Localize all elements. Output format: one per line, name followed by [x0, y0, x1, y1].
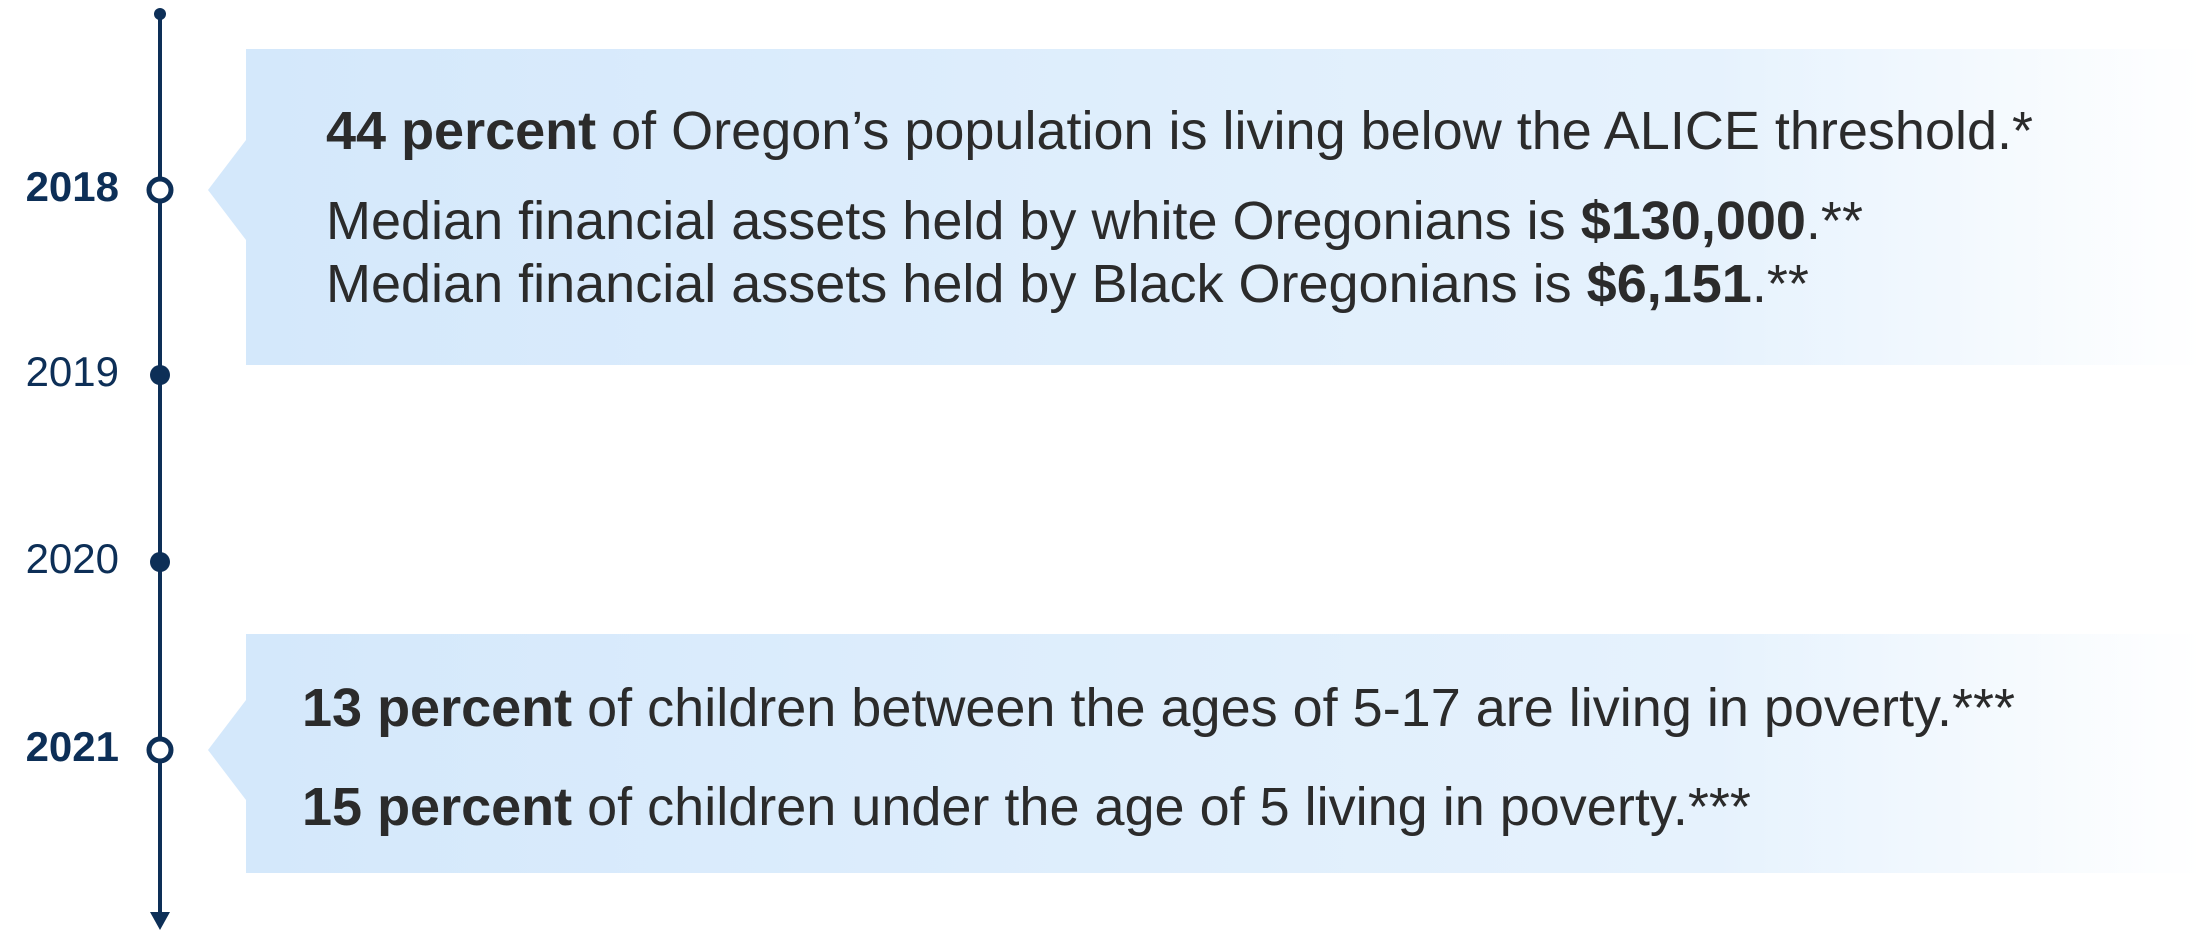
year-marker [146, 176, 174, 204]
text: of children under the age of 5 living in… [572, 777, 1751, 837]
callout-pointer [208, 700, 246, 800]
year-marker [146, 736, 174, 764]
bold-text: 15 percent [302, 777, 572, 837]
callout-line: Median financial assets held by white Or… [326, 191, 1863, 251]
callout-box [246, 49, 2203, 365]
axis-arrow [150, 912, 170, 930]
year-label: 2019 [26, 348, 119, 395]
year-label: 2020 [26, 535, 119, 582]
text: of Oregon’s population is living below t… [596, 101, 2033, 161]
bold-text: 44 percent [326, 101, 596, 161]
year-label: 2021 [26, 723, 119, 770]
year-marker [150, 552, 170, 572]
callout-line: Median financial assets held by Black Or… [326, 254, 1809, 314]
text: .** [1806, 191, 1863, 251]
bold-text: 13 percent [302, 678, 572, 738]
callout-pointer [208, 140, 246, 240]
callout-line: 44 percent of Oregon’s population is liv… [326, 101, 2033, 161]
text: Median financial assets held by Black Or… [326, 254, 1587, 314]
year-marker [150, 365, 170, 385]
year-label: 2018 [26, 163, 119, 210]
bold-text: $130,000 [1581, 191, 1806, 251]
callout-line: 15 percent of children under the age of … [302, 777, 1751, 837]
text: .** [1752, 254, 1809, 314]
text: of children between the ages of 5-17 are… [572, 678, 2015, 738]
callout-line: 13 percent of children between the ages … [302, 678, 2015, 738]
bold-text: $6,151 [1587, 254, 1752, 314]
text: Median financial assets held by white Or… [326, 191, 1581, 251]
axis-start [154, 8, 166, 20]
callout-box [246, 634, 2203, 873]
